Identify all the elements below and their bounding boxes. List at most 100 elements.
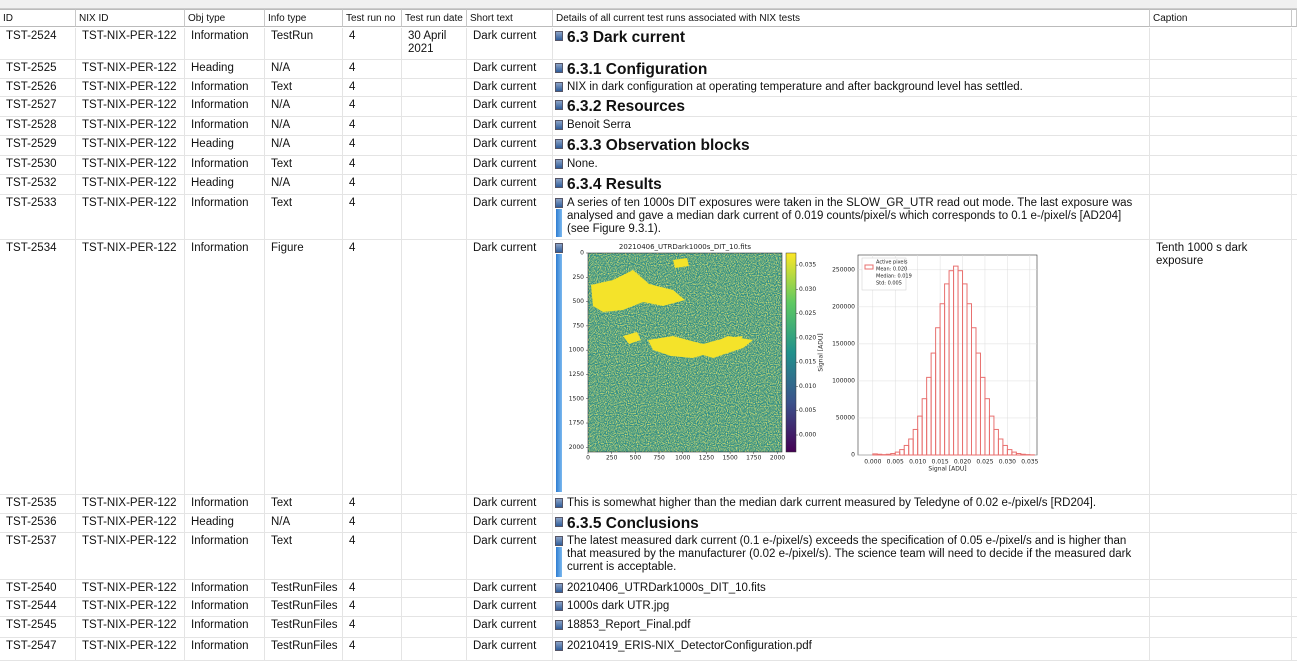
details-text: Benoit Serra	[567, 119, 631, 131]
extra-cell	[1292, 28, 1297, 60]
legend-text: Mean: 0.020	[876, 267, 907, 273]
details-text: 18853_Report_Final.pdf	[567, 619, 690, 631]
short-text-cell: Dark current	[467, 240, 553, 495]
caption-cell	[1150, 60, 1292, 79]
short-text-cell: Dark current	[467, 175, 553, 195]
object-icon	[555, 82, 563, 92]
obj-type-cell: Information	[185, 195, 265, 240]
details-text: NIX in dark configuration at operating t…	[567, 81, 1023, 93]
object-icon	[555, 620, 563, 630]
nix-id-cell: TST-NIX-PER-122	[76, 195, 185, 240]
nix-id-cell: TST-NIX-PER-122	[76, 79, 185, 97]
test-run-date-cell	[402, 175, 467, 195]
details-cell: 6.3.1 Configuration	[553, 60, 1150, 79]
x-tick-label: 250	[606, 455, 618, 462]
test-run-date-cell: 30 April 2021	[402, 28, 467, 60]
details-text: 6.3.3 Observation blocks	[567, 137, 750, 154]
details-cell: 18853_Report_Final.pdf	[553, 617, 1150, 638]
y-tick-label: 1000	[569, 347, 584, 354]
object-icon	[555, 641, 563, 651]
test-run-date-cell	[402, 240, 467, 495]
colorbar-tick-label: 0.035	[799, 262, 816, 269]
nix-id-cell: TST-NIX-PER-122	[76, 580, 185, 598]
id-cell: TST-2525	[0, 60, 76, 79]
x-tick-label: 0.000	[864, 459, 881, 466]
test-run-date-cell	[402, 638, 467, 661]
object-icon	[555, 601, 563, 611]
test-run-date-cell	[402, 598, 467, 617]
x-axis-label: Signal [ADU]	[928, 466, 966, 473]
histogram-bin	[886, 454, 890, 455]
id-cell: TST-2533	[0, 195, 76, 240]
test-run-date-cell	[402, 136, 467, 156]
details-cell: This is somewhat higher than the median …	[553, 495, 1150, 514]
test-run-no-cell: 4	[343, 195, 402, 240]
extra-cell	[1292, 175, 1297, 195]
id-cell: TST-2529	[0, 136, 76, 156]
extra-cell	[1292, 136, 1297, 156]
info-type-cell: Text	[265, 156, 343, 175]
obj-type-cell: Information	[185, 580, 265, 598]
nix-id-cell: TST-NIX-PER-122	[76, 533, 185, 580]
caption-cell	[1150, 117, 1292, 136]
extra-cell	[1292, 79, 1297, 97]
details-text: 6.3.4 Results	[567, 176, 662, 193]
test-run-no-cell: 4	[343, 240, 402, 495]
caption-cell	[1150, 79, 1292, 97]
x-tick-label: 1750	[746, 455, 761, 462]
colorbar	[786, 253, 796, 452]
info-type-cell: TestRunFiles	[265, 617, 343, 638]
nix-id-cell: TST-NIX-PER-122	[76, 97, 185, 117]
details-cell: 1000s dark UTR.jpg	[553, 598, 1150, 617]
extra-cell	[1292, 156, 1297, 175]
extra-cell	[1292, 117, 1297, 136]
object-strip	[556, 547, 562, 577]
y-tick-label: 0	[851, 452, 855, 459]
details-text: A series of ten 1000s DIT exposures were…	[567, 197, 1132, 235]
id-cell: TST-2527	[0, 97, 76, 117]
short-text-cell: Dark current	[467, 598, 553, 617]
nix-id-cell: TST-NIX-PER-122	[76, 136, 185, 156]
short-text-cell: Dark current	[467, 495, 553, 514]
test-run-date-cell	[402, 79, 467, 97]
x-tick-label: 0.030	[999, 459, 1016, 466]
caption-cell	[1150, 97, 1292, 117]
y-tick-label: 750	[573, 322, 585, 329]
obj-type-cell: Information	[185, 240, 265, 495]
details-cell: 20210419_ERIS-NIX_DetectorConfiguration.…	[553, 638, 1150, 661]
test-run-date-cell	[402, 60, 467, 79]
obj-type-cell: Heading	[185, 60, 265, 79]
object-icon	[555, 120, 563, 130]
x-tick-label: 0.015	[932, 459, 949, 466]
extra-cell	[1292, 495, 1297, 514]
x-tick-label: 0.020	[954, 459, 971, 466]
y-tick-label: 1750	[569, 420, 584, 427]
details-cell: Benoit Serra	[553, 117, 1150, 136]
colorbar-tick-label: 0.000	[799, 432, 816, 439]
id-cell: TST-2535	[0, 495, 76, 514]
object-icon	[555, 159, 563, 169]
id-cell: TST-2547	[0, 638, 76, 661]
id-cell: TST-2537	[0, 533, 76, 580]
colorbar-tick-label: 0.020	[799, 334, 816, 341]
caption-cell	[1150, 28, 1292, 60]
column-header: Test run date	[402, 9, 467, 27]
legend-text: Std: 0.005	[876, 281, 902, 287]
x-tick-label: 0.025	[976, 459, 993, 466]
column-header: Details of all current test runs associa…	[553, 9, 1150, 27]
y-tick-label: 1500	[569, 395, 584, 402]
test-run-no-cell: 4	[343, 533, 402, 580]
histogram-bin	[877, 454, 881, 455]
obj-type-cell: Heading	[185, 514, 265, 533]
column-header: Test run no	[343, 9, 402, 27]
details-text: 20210406_UTRDark1000s_DIT_10.fits	[567, 582, 766, 594]
obj-type-cell: Information	[185, 495, 265, 514]
info-type-cell: Text	[265, 533, 343, 580]
id-cell: TST-2544	[0, 598, 76, 617]
nix-id-cell: TST-NIX-PER-122	[76, 514, 185, 533]
column-header: Obj type	[185, 9, 265, 27]
test-run-date-cell	[402, 495, 467, 514]
caption-cell	[1150, 598, 1292, 617]
y-tick-label: 250000	[832, 266, 855, 273]
obj-type-cell: Heading	[185, 136, 265, 156]
